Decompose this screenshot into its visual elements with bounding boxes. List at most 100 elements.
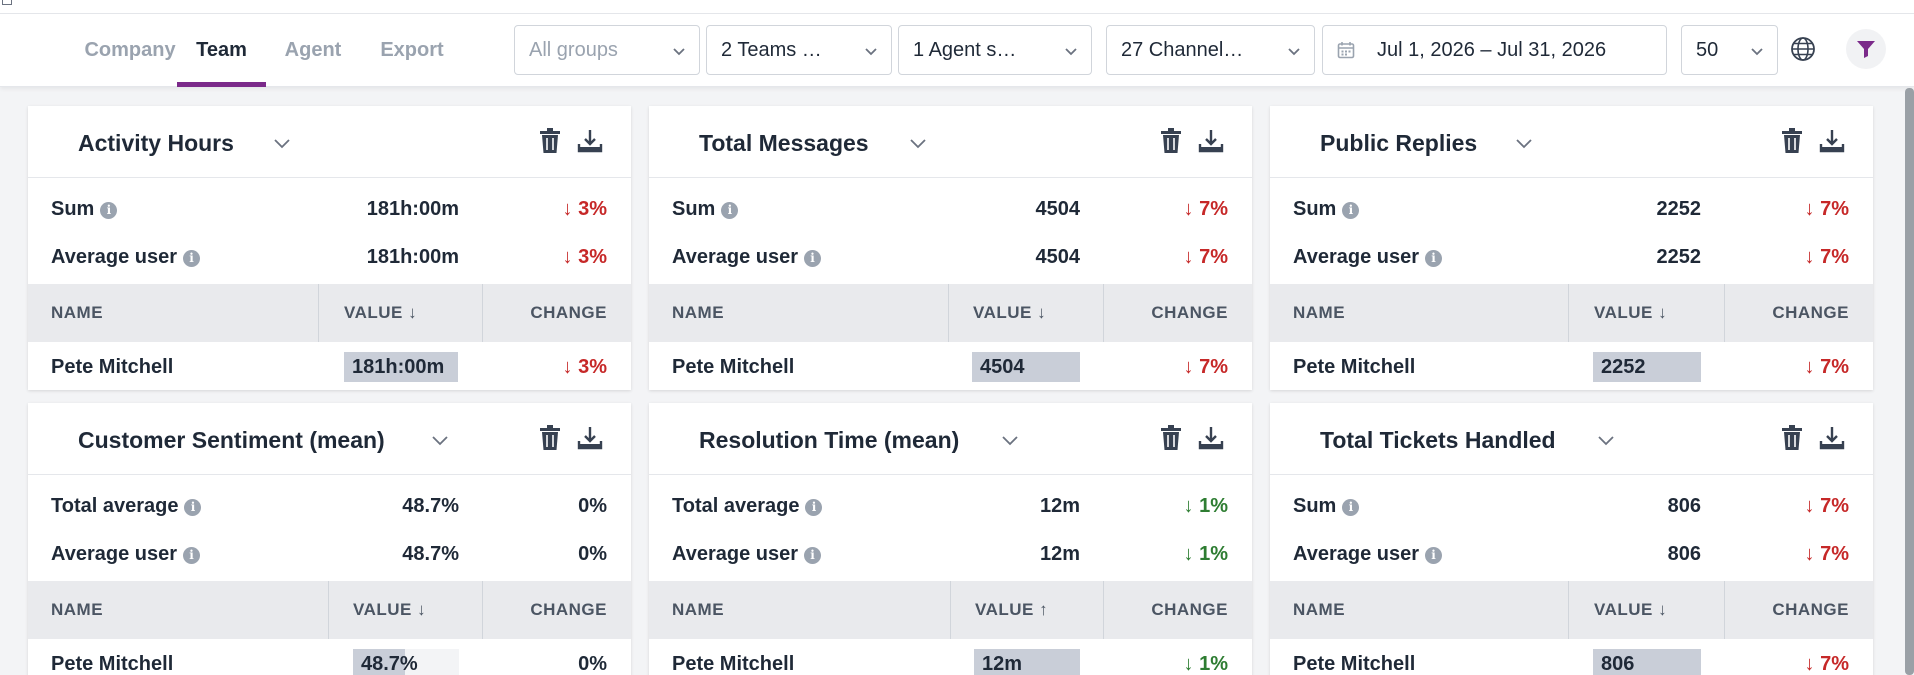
table-row[interactable]: Pete Mitchell 2252 ↓ 7% — [1270, 342, 1873, 390]
column-divider — [482, 581, 483, 639]
card-title: Total Messages — [699, 130, 869, 156]
info-icon[interactable]: i — [721, 202, 739, 219]
column-header-change[interactable]: CHANGE — [1151, 600, 1228, 619]
tab-export[interactable]: Export — [380, 39, 444, 61]
agents-select[interactable]: 1 Agent s… — [898, 25, 1092, 75]
download-icon[interactable] — [577, 425, 603, 451]
stat-label-text: Average user — [672, 543, 798, 565]
sort-arrow-icon: ↓ — [1658, 600, 1668, 619]
column-header-name[interactable]: NAME — [51, 303, 104, 322]
stat-row-average-user: Average user i 806 ↓ 7% — [1270, 529, 1873, 577]
chevron-down-icon[interactable] — [1597, 433, 1615, 447]
teams-select[interactable]: 2 Teams … — [706, 25, 892, 75]
value-bar-fill — [353, 649, 405, 675]
stat-value: 806 — [1667, 543, 1701, 565]
stat-label-text: Average user — [51, 246, 177, 268]
column-divider — [328, 581, 329, 639]
info-icon[interactable]: i — [1425, 250, 1442, 267]
table-row[interactable]: Pete Mitchell 4504 ↓ 7% — [649, 342, 1252, 390]
stat-change: 0% — [578, 495, 607, 517]
delete-icon[interactable] — [1160, 425, 1182, 451]
column-header-name[interactable]: NAME — [672, 303, 725, 322]
table-row[interactable]: Pete Mitchell 181h:00m ↓ 3% — [28, 342, 631, 390]
chevron-down-icon[interactable] — [1515, 136, 1533, 150]
table-header: NAME VALUE ↓ CHANGE — [1270, 284, 1873, 342]
table-row[interactable]: Pete Mitchell 806 ↓ 7% — [1270, 639, 1873, 675]
info-icon[interactable]: i — [804, 250, 821, 267]
table-row[interactable]: Pete Mitchell 12m ↓ 1% — [649, 639, 1252, 675]
info-icon[interactable]: i — [804, 547, 821, 564]
column-header-change[interactable]: CHANGE — [530, 303, 607, 322]
groups-select[interactable]: All groups — [514, 25, 700, 75]
globe-icon[interactable] — [1790, 36, 1816, 62]
stat-label: Average user i — [1293, 543, 1442, 566]
download-icon[interactable] — [577, 128, 603, 154]
stat-label: Average user i — [51, 543, 200, 566]
column-header-name[interactable]: NAME — [51, 600, 104, 619]
column-header-name[interactable]: NAME — [1293, 600, 1346, 619]
delete-icon[interactable] — [1781, 425, 1803, 451]
column-header-change[interactable]: CHANGE — [1772, 600, 1849, 619]
tab-company[interactable]: Company — [84, 39, 176, 61]
column-divider — [1568, 581, 1569, 639]
stat-change: ↓ 7% — [1183, 198, 1228, 220]
info-icon[interactable]: i — [805, 499, 823, 516]
column-header-value-label: VALUE — [975, 600, 1034, 619]
tab-agent[interactable]: Agent — [284, 39, 342, 61]
delete-icon[interactable] — [539, 425, 561, 451]
column-header-value[interactable]: VALUE ↓ — [973, 284, 1046, 342]
page-scrollbar[interactable] — [1905, 88, 1914, 675]
info-icon[interactable]: i — [1342, 499, 1360, 516]
column-header-name[interactable]: NAME — [1293, 303, 1346, 322]
chevron-down-icon[interactable] — [909, 136, 927, 150]
stat-value: 2252 — [1656, 246, 1702, 268]
column-header-value[interactable]: VALUE ↓ — [1594, 284, 1667, 342]
download-icon[interactable] — [1198, 128, 1224, 154]
delete-icon[interactable] — [539, 128, 561, 154]
value-bar: 2252 — [1593, 352, 1701, 382]
info-icon[interactable]: i — [183, 250, 200, 267]
info-icon[interactable]: i — [183, 547, 200, 564]
column-header-value[interactable]: VALUE ↑ — [975, 581, 1048, 639]
column-header-value[interactable]: VALUE ↓ — [1594, 581, 1667, 639]
chevron-down-icon[interactable] — [1001, 433, 1019, 447]
delete-icon[interactable] — [1160, 128, 1182, 154]
chevron-down-icon[interactable] — [431, 433, 449, 447]
column-header-name[interactable]: NAME — [672, 600, 725, 619]
download-icon[interactable] — [1819, 128, 1845, 154]
channels-select[interactable]: 27 Channel… — [1106, 25, 1315, 75]
table-header: NAME VALUE ↓ CHANGE — [28, 581, 631, 639]
column-header-value[interactable]: VALUE ↓ — [344, 284, 417, 342]
info-icon[interactable]: i — [100, 202, 118, 219]
info-icon[interactable]: i — [1425, 547, 1442, 564]
value-bar: 12m — [974, 649, 1080, 675]
sort-arrow-icon: ↓ — [1037, 303, 1047, 322]
info-icon[interactable]: i — [1342, 202, 1360, 219]
download-icon[interactable] — [1819, 425, 1845, 451]
row-change: ↓ 7% — [1183, 356, 1228, 378]
download-icon[interactable] — [1198, 425, 1224, 451]
page-size-select[interactable]: 50 — [1681, 25, 1778, 75]
chevron-down-icon[interactable] — [273, 136, 291, 150]
table-row[interactable]: Pete Mitchell 48.7% 0% — [28, 639, 631, 675]
column-header-change[interactable]: CHANGE — [1772, 303, 1849, 322]
column-header-change[interactable]: CHANGE — [530, 600, 607, 619]
metric-card-resolution-time: Resolution Time (mean) Total average i 12… — [649, 403, 1252, 675]
chevron-down-icon — [865, 48, 877, 56]
delete-icon[interactable] — [1781, 128, 1803, 154]
card-header: Total Tickets Handled — [1270, 403, 1873, 475]
column-header-value[interactable]: VALUE ↓ — [353, 581, 426, 639]
date-range-picker[interactable]: Jul 1, 2026 – Jul 31, 2026 — [1322, 25, 1667, 75]
card-title: Public Replies — [1320, 130, 1478, 156]
tab-team[interactable]: Team — [177, 14, 266, 87]
card-header: Total Messages — [649, 106, 1252, 178]
chevron-down-icon — [673, 48, 685, 56]
table-header: NAME VALUE ↑ CHANGE — [649, 581, 1252, 639]
column-header-change[interactable]: CHANGE — [1151, 303, 1228, 322]
stat-row-average-user: Average user i 48.7% 0% — [28, 529, 631, 577]
filter-funnel-icon — [1857, 41, 1875, 58]
value-bar-fill — [1593, 352, 1701, 382]
card-title: Resolution Time (mean) — [699, 427, 960, 453]
info-icon[interactable]: i — [184, 499, 202, 516]
filter-button[interactable] — [1846, 29, 1886, 69]
